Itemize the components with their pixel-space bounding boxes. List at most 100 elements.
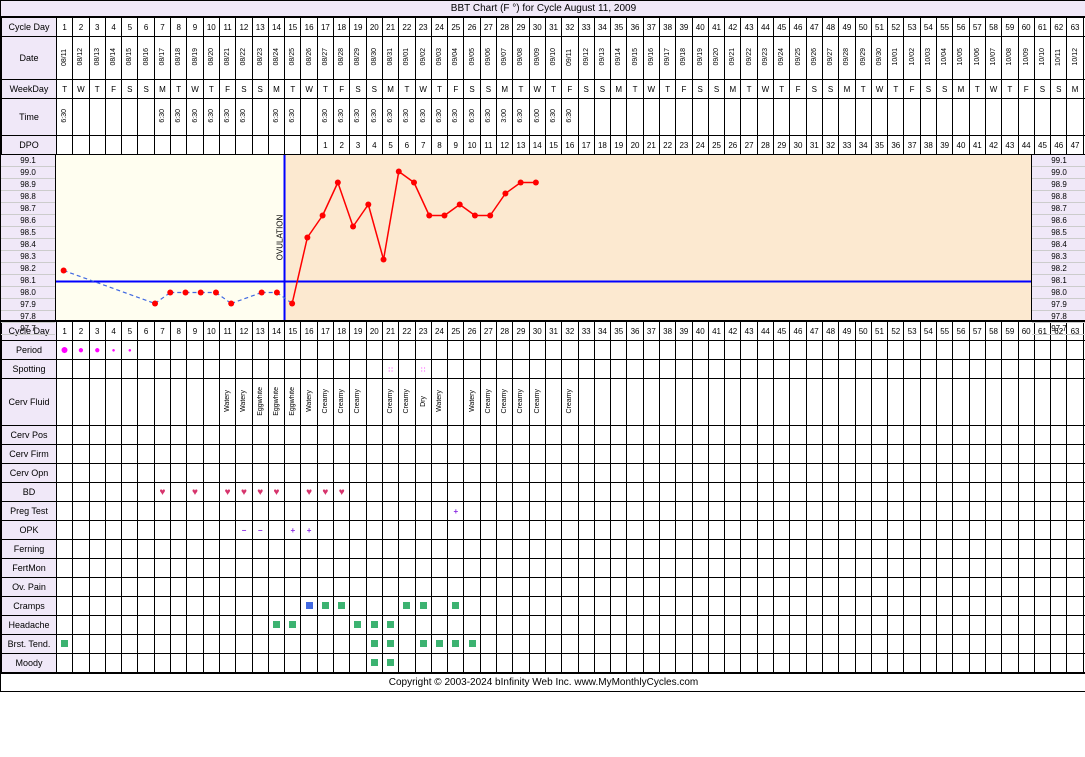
data-cell	[122, 635, 138, 654]
data-cell	[774, 559, 790, 578]
data-cell	[268, 559, 284, 578]
data-cell	[89, 597, 105, 616]
data-cell	[725, 360, 741, 379]
data-cell	[219, 597, 235, 616]
data-cell	[350, 502, 366, 521]
data-cell	[725, 464, 741, 483]
data-cell	[350, 559, 366, 578]
data-cell	[839, 578, 855, 597]
data-cell: Watery	[431, 379, 447, 426]
data-cell: 44	[757, 322, 773, 341]
data-cell	[350, 341, 366, 360]
data-cell	[1051, 559, 1067, 578]
data-cell	[415, 654, 431, 673]
data-cell	[448, 521, 464, 540]
data-cell: 09/10	[545, 37, 561, 80]
data-cell	[203, 445, 219, 464]
data-cell	[382, 559, 398, 578]
data-cell: 12	[236, 18, 252, 37]
data-cell	[953, 597, 969, 616]
data-cell	[382, 464, 398, 483]
data-cell	[578, 559, 594, 578]
data-cell: 41	[708, 18, 724, 37]
y-axis-label: 97.9	[1, 299, 55, 311]
y-axis-label: 98.5	[1, 227, 55, 239]
data-cell	[578, 540, 594, 559]
data-cell	[822, 616, 838, 635]
data-cell	[692, 379, 708, 426]
data-cell	[350, 426, 366, 445]
data-cell: Creamy	[350, 379, 366, 426]
data-cell: ∷	[382, 360, 398, 379]
data-cell	[774, 464, 790, 483]
data-cell	[105, 426, 121, 445]
data-cell	[659, 654, 675, 673]
data-cell	[562, 635, 578, 654]
data-cell	[431, 483, 447, 502]
data-cell	[692, 616, 708, 635]
data-cell	[659, 635, 675, 654]
data-cell	[725, 616, 741, 635]
data-cell	[187, 578, 203, 597]
data-cell: 6:30	[480, 99, 496, 136]
data-cell	[627, 445, 643, 464]
data-cell	[73, 99, 89, 136]
data-cell: 53	[904, 322, 920, 341]
data-cell	[790, 559, 806, 578]
data-cell	[334, 559, 350, 578]
data-cell	[285, 445, 301, 464]
data-cell: 6:30	[334, 99, 350, 136]
data-cell	[627, 635, 643, 654]
data-cell	[529, 341, 545, 360]
y-axis-label: 98.9	[1032, 179, 1085, 191]
data-cell	[203, 464, 219, 483]
data-cell	[73, 502, 89, 521]
data-cell	[708, 635, 724, 654]
data-cell: T	[774, 80, 790, 99]
data-cell	[545, 521, 561, 540]
data-cell	[774, 578, 790, 597]
data-cell	[969, 99, 985, 136]
data-cell	[171, 521, 187, 540]
row-label-left: WeekDay	[2, 80, 57, 99]
data-cell	[937, 379, 953, 426]
data-cell: 32	[562, 322, 578, 341]
data-cell	[839, 483, 855, 502]
data-cell	[822, 360, 838, 379]
data-cell	[366, 360, 382, 379]
data-cell	[513, 616, 529, 635]
data-cell	[105, 464, 121, 483]
data-cell	[219, 426, 235, 445]
data-cell	[154, 445, 170, 464]
data-cell	[399, 635, 415, 654]
data-cell	[154, 521, 170, 540]
data-cell	[236, 136, 252, 155]
data-cell	[1002, 360, 1018, 379]
data-cell	[513, 559, 529, 578]
data-cell: 6:30	[366, 99, 382, 136]
data-cell: 60	[1018, 18, 1034, 37]
data-cell	[138, 341, 154, 360]
data-cell	[985, 341, 1001, 360]
data-cell: 7	[154, 322, 170, 341]
data-cell: Creamy	[399, 379, 415, 426]
data-cell	[594, 99, 610, 136]
data-cell	[871, 559, 887, 578]
data-cell	[1067, 521, 1083, 540]
data-cell: T	[285, 80, 301, 99]
data-cell	[122, 360, 138, 379]
data-cell	[806, 99, 822, 136]
data-cell	[985, 502, 1001, 521]
data-cell	[464, 483, 480, 502]
data-cell: 10/07	[985, 37, 1001, 80]
data-cell	[806, 654, 822, 673]
data-cell	[1067, 540, 1083, 559]
data-cell	[676, 654, 692, 673]
data-cell: 09/24	[774, 37, 790, 80]
data-cell	[480, 654, 496, 673]
data-cell	[1018, 502, 1034, 521]
data-cell	[822, 341, 838, 360]
data-cell	[448, 360, 464, 379]
data-cell: T	[659, 80, 675, 99]
data-cell: 38	[659, 18, 675, 37]
